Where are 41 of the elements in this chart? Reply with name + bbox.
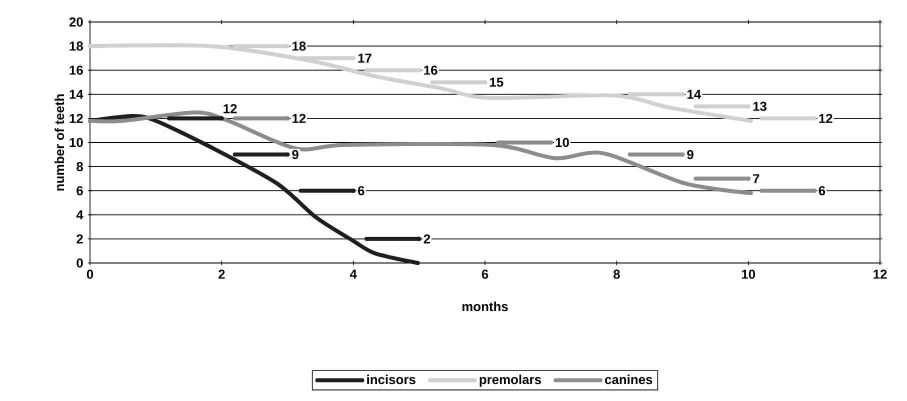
data-label: 7 — [753, 174, 760, 184]
legend-label: premolars — [480, 374, 541, 387]
y-axis-title: number of teeth — [54, 94, 64, 191]
y-tick-label: 20 — [69, 17, 83, 27]
legend-label: incisors — [367, 374, 416, 384]
data-label: 18 — [292, 42, 306, 51]
y-tick-label: 14 — [70, 90, 84, 99]
data-label: 6 — [358, 186, 364, 196]
x-tick-label: 8 — [613, 270, 620, 279]
data-label: 2 — [424, 234, 430, 244]
x-axis-title: months — [462, 302, 508, 312]
line-series — [88, 114, 420, 265]
line-series — [88, 43, 753, 123]
data-label: 6 — [818, 186, 826, 196]
data-label: 17 — [358, 54, 372, 63]
data-label: 14 — [688, 90, 702, 99]
x-tick-label: 0 — [86, 270, 94, 279]
x-tick-label: 2 — [218, 270, 225, 279]
data-label: 12 — [224, 104, 237, 114]
data-label: 12 — [292, 114, 306, 123]
data-label: 13 — [753, 102, 766, 111]
data-label: 15 — [490, 78, 504, 87]
data-label: 16 — [424, 66, 438, 75]
x-tick-label: 6 — [482, 270, 488, 279]
y-tick-label: 4 — [76, 210, 84, 220]
data-label: 12 — [819, 114, 832, 123]
y-tick-label: 2 — [76, 234, 83, 244]
legend-label: canines — [604, 374, 652, 384]
y-tick-label: 12 — [70, 114, 83, 123]
y-tick-label: 0 — [76, 258, 83, 268]
data-label: 10 — [556, 138, 569, 148]
y-tick-label: 8 — [76, 162, 83, 172]
y-tick-label: 18 — [70, 42, 83, 51]
y-tick-label: 6 — [76, 186, 83, 196]
data-label: 9 — [292, 150, 298, 160]
x-tick-label: 10 — [742, 270, 756, 279]
x-tick-label: 12 — [874, 270, 887, 279]
y-tick-label: 16 — [70, 66, 83, 75]
y-tick-label: 10 — [70, 138, 83, 148]
data-label: 9 — [687, 150, 694, 160]
x-tick-label: 4 — [350, 270, 357, 279]
